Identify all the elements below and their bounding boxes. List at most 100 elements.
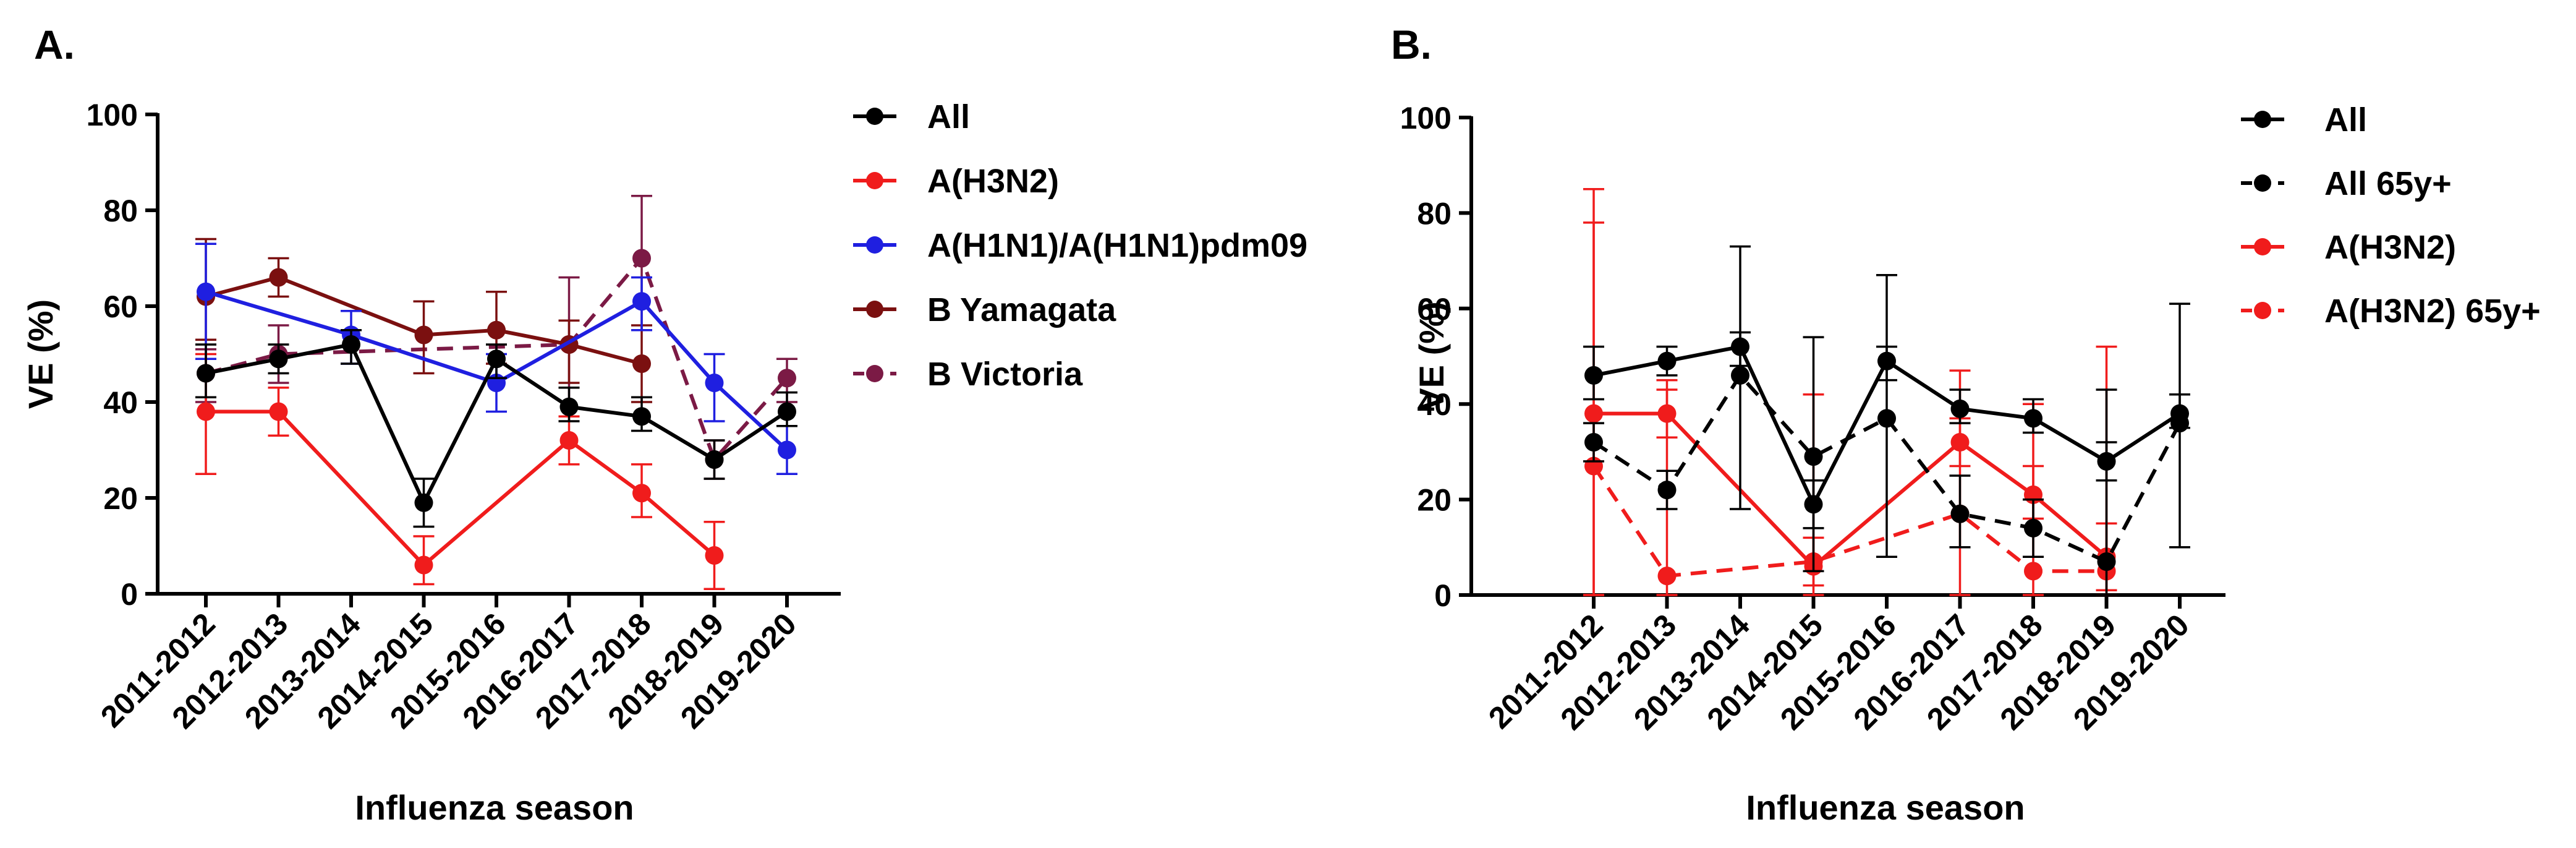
panel-a-legend-label-a-h3n2: A(H3N2) (927, 163, 1059, 200)
panel-b-series-a-h3n2-point (1584, 404, 1603, 423)
panel-b-legend-marker-a-h3n2 (2254, 238, 2271, 255)
panel-b-series-all-65y-point (2097, 552, 2116, 571)
panel-b-legend-label-all: All (2324, 101, 2367, 139)
panel-b-legend-marker-all-65y (2254, 174, 2271, 192)
panel-a-series-a-h3n2-point (559, 431, 579, 450)
panel-a-y-tick-label: 40 (103, 385, 138, 420)
panel-a-series-all-point (778, 402, 796, 421)
panel-a-series-all-point (632, 407, 651, 426)
panel-b-series-all-65y-point (1657, 481, 1677, 500)
panel-b-x-axis-title: Influenza season (1746, 788, 2025, 827)
panel-b-legend-label-a-h3n2: A(H3N2) (2324, 229, 2456, 266)
panel-a-series-a-h3n2 (195, 353, 725, 590)
panel-a-series-b-yamagata-line (205, 275, 642, 366)
panel-b-series-all-65y-point (2024, 518, 2043, 537)
panel-a-series-all (195, 329, 797, 528)
panel-a-series-all-point (487, 349, 506, 369)
panel-b-series-all-point (1877, 351, 1896, 370)
panel-b-series-all-65y-point (1584, 432, 1603, 452)
panel-b-series-all-65y-line (1592, 373, 2182, 563)
panel-b-series-a-h3n2-point (1950, 432, 1970, 452)
panel-a-series-a-h1n1-a-h1n1-pdm09-point (632, 292, 651, 311)
panel-b-series-all-point (2170, 404, 2189, 423)
panel-a-legend: All A(H3N2) A(H1N1)/A(H1N1)pdm09 B Yamagata… (853, 98, 1307, 393)
panel-b-series-all-point (1731, 337, 1749, 356)
panel-a-x-axis-title: Influenza season (355, 788, 634, 827)
panel-b-series-a-h3n2-65y-point (2024, 562, 2043, 581)
panel-b-legend-label-all-65y: All 65y+ (2324, 165, 2452, 202)
panel-a-series-b-yamagata-point (632, 354, 651, 373)
panel-a-legend-marker-a-h1n1-a-h1n1-pdm09 (866, 236, 883, 254)
panel-a-series-a-h3n2-point (197, 402, 215, 421)
panel-b-series-a-h3n2-65y-point (1657, 567, 1677, 586)
panel-a-series-b-victoria-line (205, 256, 789, 461)
panel-b-y-tick-label: 20 (1417, 483, 1452, 518)
panel-a-series-a-h1n1-a-h1n1-pdm09-point (778, 440, 796, 460)
panel-a-series-b-yamagata-point (487, 320, 506, 340)
panel-b-y-axis-title: VE (%) (1412, 301, 1451, 411)
panel-a-series-a-h1n1-a-h1n1-pdm09-point (705, 374, 724, 392)
panel-a: A.0204060801002011-20122012-20132013-201… (21, 22, 1307, 827)
panel-b-series-all-point (2097, 452, 2116, 471)
panel-b-series-a-h3n2-point (1657, 404, 1677, 423)
panel-a-legend-label-b-victoria: B Victoria (927, 356, 1083, 393)
panel-a-series-a-h3n2-line (206, 409, 716, 567)
panel-a-series-b-yamagata (195, 238, 652, 403)
panel-a-series-a-h1n1-a-h1n1-pdm09-point (197, 282, 215, 301)
panel-b-series-all-point (1950, 399, 1970, 418)
panel-b-legend: All All 65y+ A(H3N2) A(H3N2) 65y+ (2241, 101, 2541, 330)
panel-a-legend-marker-all (866, 108, 883, 125)
panel-a-y-tick-label: 60 (103, 289, 138, 324)
panel-a-series-a-h3n2-point (705, 546, 724, 565)
panel-a-y-axis-title: VE (%) (21, 299, 60, 409)
panel-b-series-all-point (1804, 495, 1823, 514)
panel-b-legend-marker-all (2254, 111, 2271, 128)
panel-b-series-all-65y (1583, 245, 2190, 596)
panel-a-legend-marker-b-victoria (866, 365, 883, 382)
panel-b-series-all-65y-point (1731, 366, 1749, 385)
panel-a-series-a-h3n2-point (269, 402, 288, 421)
panel-b-y-tick-label: 60 (1417, 292, 1452, 327)
panel-a-series-a-h1n1-a-h1n1-pdm09-line (205, 289, 789, 452)
panel-a-series-a-h3n2-point (414, 555, 433, 575)
panel-a-y-tick-label: 100 (87, 98, 138, 132)
panel-a-series-all-point (559, 397, 579, 416)
panel-a-series-b-victoria-point (632, 249, 651, 268)
panel-a-y-tick-label: 80 (103, 194, 138, 228)
panel-b-series-a-h3n2 (1583, 221, 2117, 596)
panel-b: B.0204060801002011-20122012-20132013-201… (1391, 22, 2541, 827)
panel-a-legend-label-b-yamagata: B Yamagata (927, 291, 1116, 328)
panel-a-series-all-point (705, 450, 724, 469)
panel-b-series-all-65y-point (1950, 504, 1970, 523)
panel-a-legend-label-all: All (927, 98, 970, 135)
panel-a-series-all-point (269, 349, 288, 369)
panel-b-series-all (1583, 331, 2190, 529)
panel-b-y-tick-label: 80 (1417, 196, 1452, 231)
panel-b-series-all-point (2024, 409, 2043, 428)
panel-a-y-tick-label: 20 (103, 481, 138, 516)
panel-a-series-a-h3n2-point (632, 484, 651, 503)
panel-a-series-all-point (414, 493, 433, 512)
panel-a-series-b-yamagata-point (414, 325, 433, 345)
panel-b-y-tick-label: 40 (1417, 387, 1452, 422)
panel-a-label: A. (34, 22, 75, 67)
panel-a-legend-label-a-h1n1-a-h1n1-pdm09: A(H1N1)/A(H1N1)pdm09 (927, 227, 1307, 264)
panel-b-label: B. (1391, 22, 1432, 67)
panel-b-legend-label-a-h3n2-65y: A(H3N2) 65y+ (2324, 293, 2541, 330)
panel-b-series-all-point (1584, 366, 1603, 385)
panel-b-series-all-65y-point (1804, 447, 1823, 466)
panel-b-y-tick-label: 100 (1400, 101, 1452, 135)
panel-b-series-all-point (1657, 351, 1677, 370)
panel-a-series-b-victoria-point (778, 369, 796, 388)
panel-a-series-all-point (342, 335, 360, 354)
panel-a-legend-marker-a-h3n2 (866, 172, 883, 189)
panel-b-legend-marker-a-h3n2-65y (2254, 302, 2271, 319)
panel-a-legend-marker-b-yamagata (866, 301, 883, 318)
panel-a-series-b-yamagata-point (269, 268, 288, 287)
panel-a-series-all-point (197, 364, 215, 383)
panel-b-y-tick-label: 0 (1434, 578, 1452, 613)
panel-b-series-all-65y-point (1877, 409, 1896, 428)
panel-b-series-a-h3n2-65y-line (1592, 465, 2107, 578)
panel-a-y-tick-label: 0 (121, 577, 138, 612)
